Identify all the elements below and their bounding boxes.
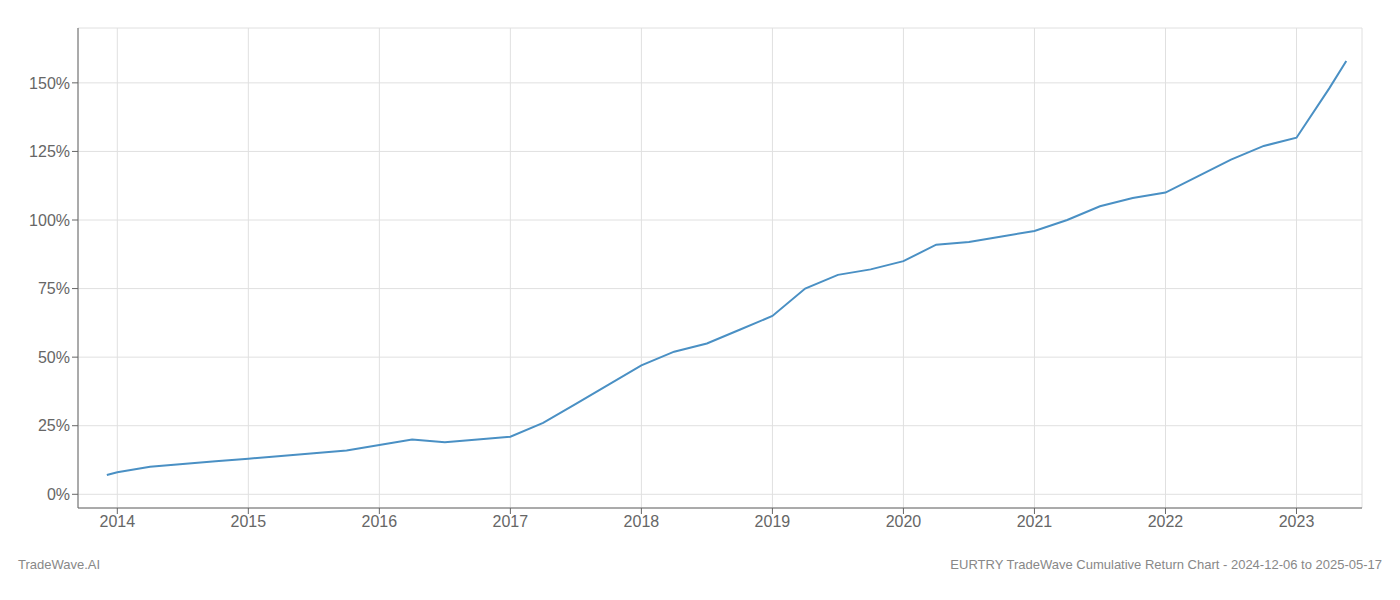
html-text:TradeWave.AI: TradeWave.AI xyxy=(18,557,101,572)
svg-text:2019: 2019 xyxy=(755,513,791,530)
svg-text:150%: 150% xyxy=(29,75,70,92)
svg-text:2023: 2023 xyxy=(1279,513,1315,530)
svg-text:0%: 0% xyxy=(47,486,70,503)
svg-text:2018: 2018 xyxy=(624,513,660,530)
svg-text:2022: 2022 xyxy=(1148,513,1184,530)
svg-text:25%: 25% xyxy=(38,417,70,434)
svg-text:2020: 2020 xyxy=(886,513,922,530)
svg-text:2015: 2015 xyxy=(231,513,267,530)
svg-text:2021: 2021 xyxy=(1017,513,1053,530)
svg-text:2014: 2014 xyxy=(100,513,136,530)
svg-text:2017: 2017 xyxy=(493,513,529,530)
svg-text:125%: 125% xyxy=(29,143,70,160)
svg-text:75%: 75% xyxy=(38,280,70,297)
svg-text:100%: 100% xyxy=(29,212,70,229)
svg-text:2016: 2016 xyxy=(362,513,398,530)
svg-text:50%: 50% xyxy=(38,349,70,366)
html-text:EURTRY TradeWave Cumulative Re: EURTRY TradeWave Cumulative Return Chart… xyxy=(950,557,1382,572)
